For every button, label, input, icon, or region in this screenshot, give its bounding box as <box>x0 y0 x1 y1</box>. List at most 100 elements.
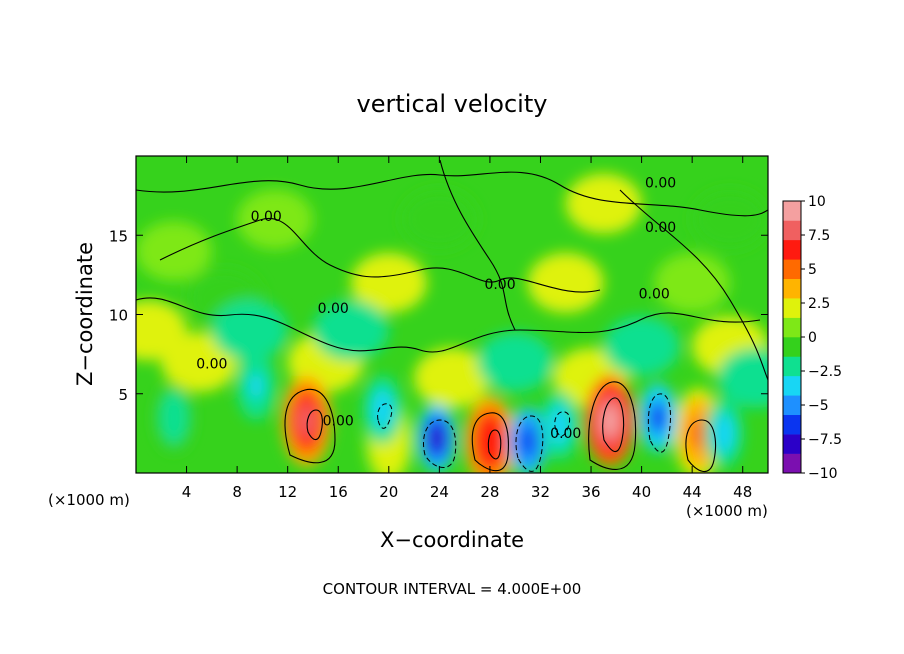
colorbar-swatch <box>783 453 801 474</box>
contour-line <box>588 381 637 470</box>
contour-label: 0.00 <box>318 301 349 317</box>
field-patch <box>477 332 554 393</box>
field-ring <box>297 403 316 438</box>
field-patch <box>527 252 604 313</box>
updraft-cell <box>585 375 635 467</box>
negative-contour-line <box>647 393 671 453</box>
field-ring <box>651 404 666 431</box>
field-patch <box>717 347 768 408</box>
downdraft-cell <box>154 383 193 452</box>
colorbar-tick-label: 0 <box>808 330 817 346</box>
colorbar-tick-label: −10 <box>808 466 838 482</box>
colorbar-tick-label: −2.5 <box>808 364 842 380</box>
x-tick-label: 12 <box>278 483 297 501</box>
contour-label: 0.00 <box>251 209 282 225</box>
x-tick-label: 48 <box>733 483 752 501</box>
y-axis: 5 10 15 <box>109 227 768 404</box>
contour-label: 0.00 <box>484 277 515 293</box>
field-patch <box>136 300 187 361</box>
x-tick-label: 16 <box>329 483 348 501</box>
colorbar: 10 7.5 5 2.5 0 −2.5 −5 −7.5 −10 <box>782 194 842 482</box>
colorbar-tick-label: 7.5 <box>808 228 830 244</box>
y-tick-label: 5 <box>118 386 128 404</box>
field-ring <box>552 412 567 439</box>
contour-label: 0.00 <box>639 287 670 303</box>
contour-line <box>487 429 502 460</box>
colorbar-tick-label: −7.5 <box>808 432 842 448</box>
x-unit-left: (×1000 m) <box>48 491 130 509</box>
y-axis-label: Z−coordinate <box>73 242 97 386</box>
x-tick-label: 40 <box>632 483 651 501</box>
field-ring <box>689 416 708 451</box>
field-ring <box>480 424 500 459</box>
x-tick-label: 32 <box>531 483 550 501</box>
downdraft-cell <box>508 407 547 473</box>
contour-line <box>306 409 323 441</box>
contour-label: 0.00 <box>550 426 581 442</box>
x-tick-label: 4 <box>182 483 192 501</box>
field-patch <box>654 252 731 313</box>
x-tick-label: 20 <box>379 483 398 501</box>
contour-label: 0.00 <box>645 220 676 236</box>
chart-title: vertical velocity <box>357 90 548 118</box>
colorbar-swatch <box>783 375 801 396</box>
contour-line <box>136 297 761 353</box>
field-patch <box>603 316 680 377</box>
colorbar-tick-label: −5 <box>808 398 829 414</box>
field-ring <box>249 373 264 399</box>
contour-line <box>284 388 336 464</box>
field-ring <box>600 403 620 438</box>
field-ring <box>429 425 444 451</box>
x-tick-label: 8 <box>232 483 242 501</box>
field-ring <box>520 428 535 454</box>
field-patch <box>350 252 427 313</box>
velocity-field <box>136 173 768 473</box>
downdraft-cell <box>540 391 579 460</box>
x-axis-label: X−coordinate <box>380 528 524 552</box>
x-axis: 4 8 12 16 20 24 28 32 36 40 44 48 <box>182 156 752 501</box>
field-patch <box>211 300 288 361</box>
x-tick-label: 36 <box>581 483 600 501</box>
contour-label: 0.00 <box>645 176 676 192</box>
y-tick-label: 15 <box>109 227 128 245</box>
field-patch <box>414 347 490 408</box>
colorbar-swatch <box>783 278 801 299</box>
colorbar-tick-label: 10 <box>808 194 826 210</box>
field-patch <box>692 189 768 250</box>
y-tick-label: 10 <box>109 307 128 325</box>
downdraft-cell <box>237 351 276 421</box>
colorbar-swatch <box>783 220 801 241</box>
colorbar-tick-label: 5 <box>808 262 817 278</box>
contour-label: 0.00 <box>323 413 354 429</box>
contour-line <box>136 171 768 217</box>
downdraft-cell <box>363 375 402 444</box>
colorbar-swatch <box>783 434 801 454</box>
x-tick-label: 28 <box>480 483 499 501</box>
colorbar-swatch <box>783 356 801 377</box>
contour-labels: 0.00 0.00 0.00 0.00 0.00 0.00 0.00 0.00 0.00 <box>196 176 676 442</box>
contour-line <box>685 419 717 472</box>
colorbar-swatch <box>783 259 801 280</box>
field-ring <box>166 404 181 431</box>
colorbar-swatch <box>783 298 801 318</box>
field-ring <box>716 420 731 446</box>
contour-line <box>439 159 516 331</box>
colorbar-swatch <box>783 414 801 435</box>
contour-interval-note: CONTOUR INTERVAL = 4.000E+00 <box>323 580 582 598</box>
negative-contour-line <box>377 403 393 429</box>
colorbar-swatch <box>783 337 801 357</box>
field-patch <box>565 173 642 234</box>
downdraft-cell <box>704 399 743 468</box>
updraft-cell <box>281 375 332 467</box>
contour-line <box>602 397 625 452</box>
downdraft-cell <box>417 403 456 473</box>
colorbar-swatch <box>783 239 801 260</box>
plot-area: 0.00 0.00 0.00 0.00 0.00 0.00 0.00 0.00 0.00 <box>135 155 769 474</box>
downdraft-cell <box>639 383 678 452</box>
colorbar-swatch <box>783 317 801 338</box>
x-tick-label: 24 <box>430 483 449 501</box>
negative-contour-line <box>423 419 457 468</box>
contour-line <box>619 189 768 381</box>
contour-line <box>471 412 509 472</box>
